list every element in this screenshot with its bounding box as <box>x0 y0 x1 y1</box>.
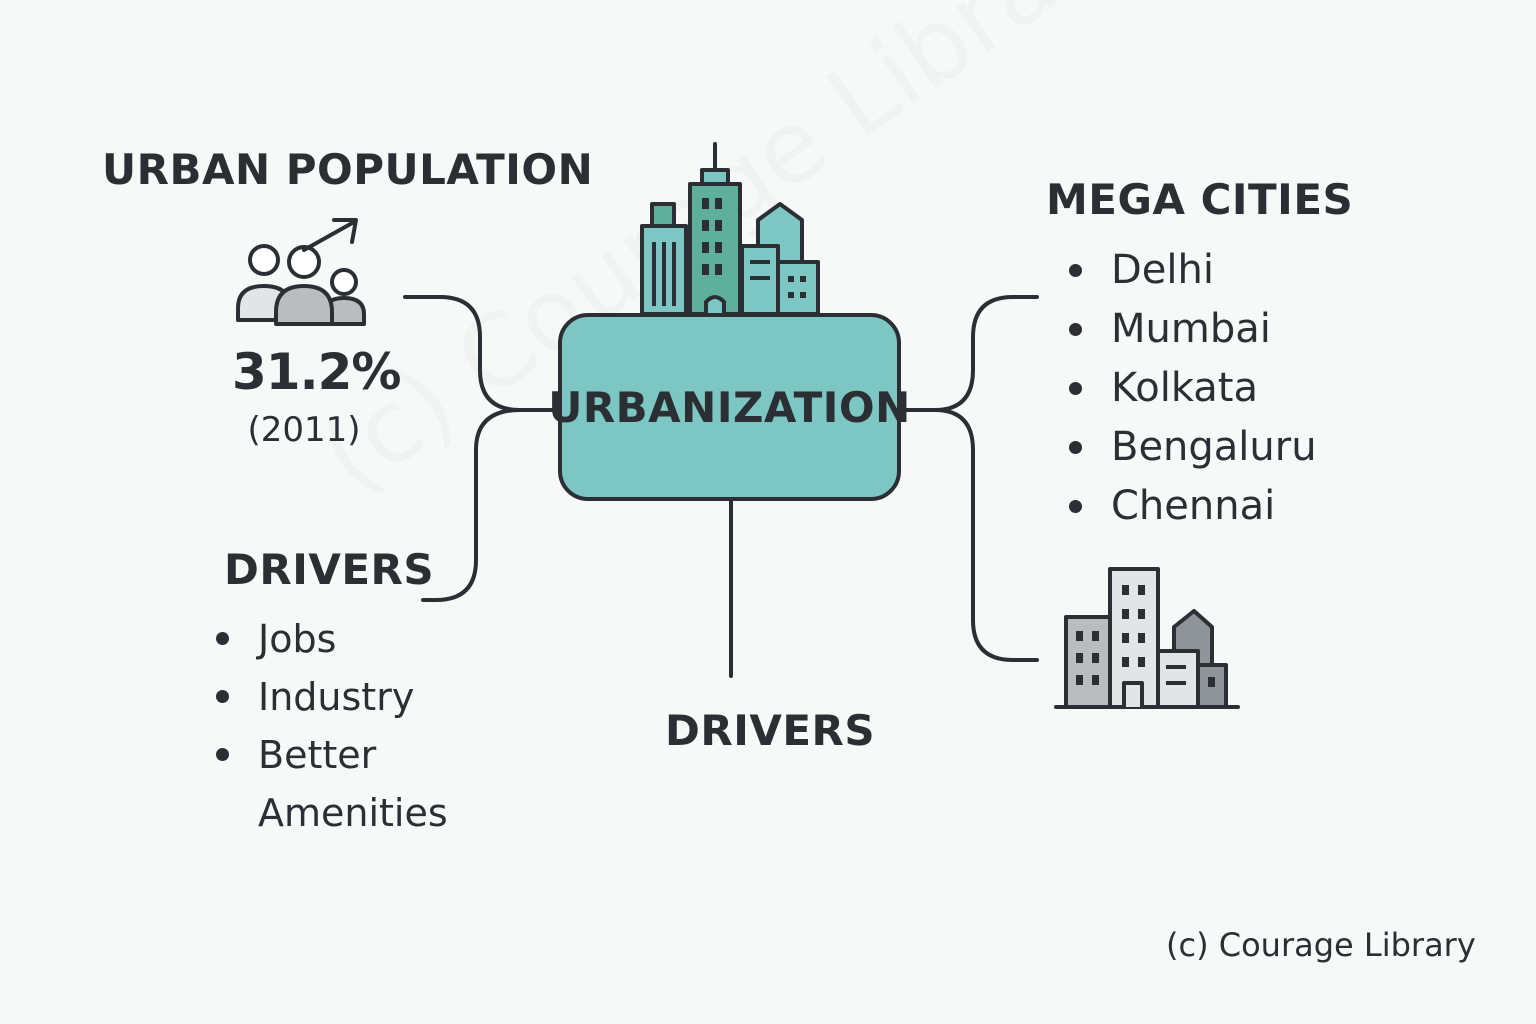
list-item: Bengaluru <box>1063 418 1383 477</box>
list-item: Better Amenities <box>210 726 488 842</box>
people-growth-icon <box>236 218 366 326</box>
mega-cities-heading: MEGA CITIES <box>1046 175 1354 224</box>
urbanization-node: URBANIZATION <box>548 313 910 501</box>
list-item: Delhi <box>1063 241 1383 300</box>
drivers-bottom-heading: DRIVERS <box>665 706 876 755</box>
city-skyline-icon <box>640 142 820 316</box>
copyright-credit: (c) Courage Library <box>1166 926 1476 964</box>
connector-right-lower <box>933 408 1039 662</box>
connector-right-upper <box>899 295 1039 412</box>
drivers-left-heading: DRIVERS <box>224 545 435 594</box>
urban-population-heading: URBAN POPULATION <box>102 145 594 194</box>
urban-population-year: (2011) <box>247 410 361 450</box>
buildings-icon <box>1054 567 1240 709</box>
list-item: Jobs <box>210 610 510 668</box>
connector-left-upper <box>403 295 560 412</box>
connector-left-lower <box>421 408 560 602</box>
list-item: Kolkata <box>1063 359 1383 418</box>
urbanization-label: URBANIZATION <box>548 382 911 432</box>
drivers-list: Jobs Industry Better Amenities <box>210 610 510 842</box>
urban-population-value: 31.2% <box>232 343 401 401</box>
list-item: Industry <box>210 668 510 726</box>
mega-cities-list: Delhi Mumbai Kolkata Bengaluru Chennai <box>1063 241 1383 536</box>
list-item: Mumbai <box>1063 300 1383 359</box>
list-item: Chennai <box>1063 477 1383 536</box>
